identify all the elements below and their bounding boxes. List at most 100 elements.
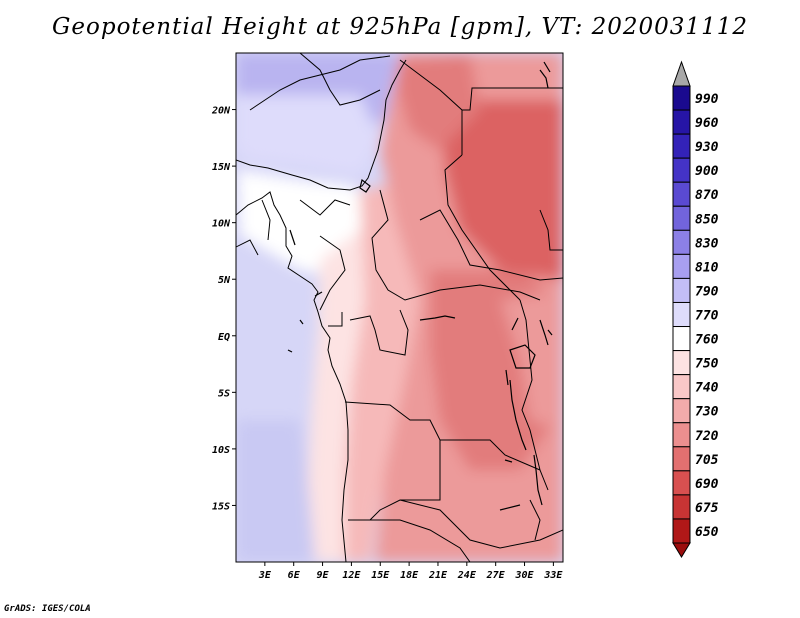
small-lake-2	[314, 291, 323, 297]
colorbar-swatch	[672, 398, 691, 424]
border-17	[261, 199, 271, 241]
colorbar-swatch	[672, 157, 691, 183]
colorbar-label: 870	[695, 188, 719, 203]
colorbar-label: 770	[695, 309, 719, 324]
border-20	[529, 499, 541, 541]
colorbar-swatch	[672, 301, 691, 328]
red-sea	[543, 61, 551, 73]
field-sahara-mid	[236, 95, 380, 175]
colorbar-under-triangle	[672, 542, 691, 558]
lon-tick-label: 24E	[457, 570, 477, 581]
map-title: Geopotential Height at 925hPa [gpm], VT:…	[52, 14, 748, 40]
colorbar-swatch	[672, 374, 691, 400]
colorbar-swatch	[672, 494, 691, 520]
lake-tanganyika	[509, 379, 527, 451]
colorbar-label: 850	[695, 212, 719, 227]
colorbar-over-triangle	[672, 60, 691, 87]
lat-tick-label: 20N	[211, 106, 231, 117]
colorbar-swatch	[672, 422, 691, 448]
colorbar-label: 740	[695, 381, 719, 396]
height-field	[236, 53, 563, 562]
colorbar-label: 675	[695, 501, 719, 516]
colorbar-swatch	[672, 85, 691, 111]
map-frame	[235, 52, 564, 563]
congo-river	[419, 315, 456, 321]
colorbar-label: 720	[695, 429, 719, 444]
colorbar-label: 810	[695, 260, 719, 275]
colorbar-swatch	[672, 133, 691, 159]
border-8	[519, 299, 549, 491]
field-southwest	[236, 420, 320, 562]
lake-chad	[359, 178, 371, 193]
border-13	[348, 519, 471, 562]
turkana	[539, 319, 549, 346]
colorbar-swatch	[672, 205, 691, 231]
lon-tick-label: 21E	[428, 570, 448, 581]
longitude-axis: 3E 6E 9E 12E 15E 18E 21E 24E 27E 30E 33E	[258, 562, 563, 581]
lon-tick-label: 15E	[371, 570, 390, 581]
colorbar-label: 730	[695, 405, 719, 420]
lon-tick-label: 18E	[400, 570, 419, 581]
border-3	[399, 59, 463, 155]
lake-malawi	[533, 454, 543, 506]
colorbar-swatch	[672, 253, 691, 279]
colorbar-swatch	[672, 181, 691, 207]
colorbar-label: 960	[695, 116, 719, 131]
lat-tick-label: 5N	[218, 275, 231, 286]
border-2	[249, 55, 391, 111]
lake-albert	[511, 317, 519, 331]
field-east-light	[500, 290, 563, 430]
lon-tick-label: 3E	[258, 570, 272, 581]
colorbar-swatch	[672, 109, 691, 135]
field-sudan-core	[440, 100, 563, 280]
lon-tick-label: 12E	[342, 570, 361, 581]
border-18	[236, 239, 259, 256]
colorbar-swatch	[672, 470, 691, 496]
border-19	[539, 209, 563, 251]
lat-tick-label: 5S	[218, 388, 230, 399]
border-6	[371, 189, 541, 301]
colorbar-label: 705	[695, 453, 719, 468]
border-7	[419, 209, 563, 281]
small-lake-1	[547, 329, 553, 336]
north-shore	[539, 69, 549, 89]
lon-tick-label: 6E	[288, 570, 301, 581]
colorbar-label: 990	[695, 92, 719, 107]
lon-tick-label: 27E	[486, 570, 506, 581]
latitude-axis: 20N 15N 10N 5N EQ 5S 10S 15S	[211, 106, 236, 512]
border-15	[328, 312, 343, 327]
lat-tick-label: 10S	[212, 445, 230, 456]
lakes	[287, 61, 553, 511]
colorbar-swatch	[672, 277, 691, 303]
grads-credit: GrADS: IGES/COLA	[4, 604, 91, 614]
colorbar-label: 650	[695, 525, 719, 540]
lake-volta	[289, 229, 296, 246]
lon-tick-label: 30E	[514, 570, 534, 581]
lon-tick-label: 33E	[543, 570, 563, 581]
small-lake-4	[287, 349, 293, 353]
colorbar-swatch	[672, 326, 691, 352]
colorbar: 990 960 930 900 870 850 830 810 790 770 760 750 740 7…	[672, 60, 719, 558]
colorbar-label: 830	[695, 236, 719, 251]
lat-tick-label: 10N	[212, 219, 231, 230]
colorbar-label: 790	[695, 284, 719, 299]
colorbar-swatch	[672, 350, 691, 376]
field-north-red	[398, 55, 480, 150]
border-9	[349, 309, 409, 356]
lat-tick-label: EQ	[218, 332, 230, 343]
border-16	[299, 199, 351, 216]
lake-victoria	[509, 344, 536, 369]
colorbar-swatch	[672, 229, 691, 255]
border-1	[299, 53, 381, 106]
lon-tick-label: 9E	[317, 570, 330, 581]
colorbar-swatch	[672, 446, 691, 472]
colorbar-label: 760	[695, 333, 719, 348]
lake-kariba	[499, 504, 521, 511]
colorbar-label: 930	[695, 140, 719, 155]
colorbar-label: 690	[695, 477, 719, 492]
small-lake-3	[299, 319, 304, 325]
colorbar-label: 900	[695, 164, 719, 179]
lake-kivu	[505, 369, 509, 386]
lat-tick-label: 15S	[212, 501, 230, 512]
